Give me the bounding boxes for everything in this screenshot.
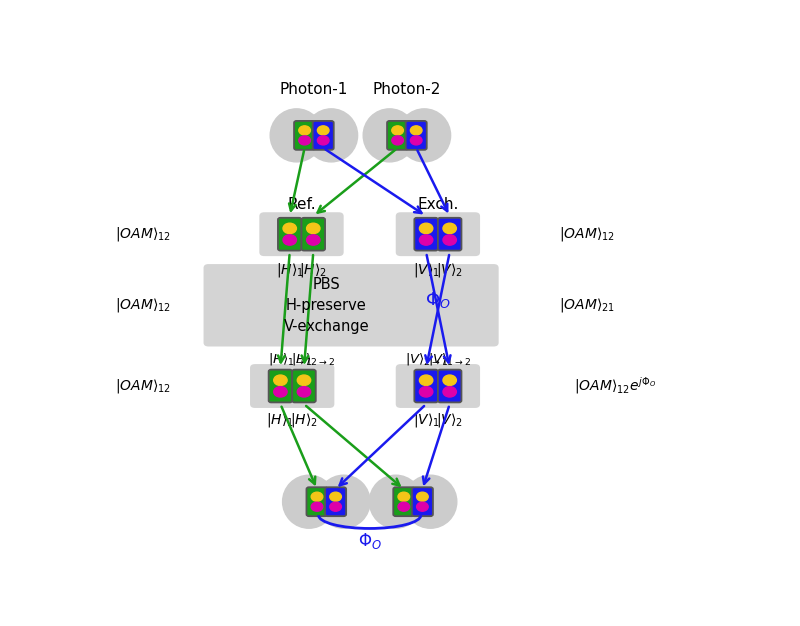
Circle shape (311, 492, 323, 501)
Text: $|V\rangle_1$: $|V\rangle_1$ (413, 411, 440, 429)
Text: $\Phi_O$: $\Phi_O$ (425, 290, 450, 310)
FancyBboxPatch shape (406, 121, 426, 150)
Circle shape (298, 136, 310, 145)
Circle shape (392, 126, 403, 135)
Circle shape (306, 223, 320, 233)
Circle shape (392, 136, 403, 145)
Circle shape (298, 126, 310, 135)
Text: Photon-1: Photon-1 (280, 82, 348, 97)
Text: $\Phi_O$: $\Phi_O$ (358, 531, 382, 551)
Circle shape (419, 235, 433, 245)
FancyBboxPatch shape (292, 369, 316, 403)
Circle shape (398, 492, 410, 501)
Circle shape (419, 375, 433, 386)
Text: $|H\rangle_1$: $|H\rangle_1$ (266, 411, 294, 429)
Text: $|OAM\rangle_{12}$: $|OAM\rangle_{12}$ (115, 296, 171, 314)
FancyBboxPatch shape (396, 364, 480, 408)
FancyBboxPatch shape (394, 487, 414, 516)
Circle shape (410, 136, 422, 145)
Ellipse shape (363, 109, 416, 162)
FancyBboxPatch shape (250, 364, 334, 408)
Text: $|OAM\rangle_{12}$: $|OAM\rangle_{12}$ (558, 225, 614, 243)
Circle shape (306, 235, 320, 245)
Text: $|OAM\rangle_{12}e^{j\Phi_O}$: $|OAM\rangle_{12}e^{j\Phi_O}$ (574, 376, 656, 396)
Text: $|V\rangle_2$: $|V\rangle_2$ (436, 411, 463, 429)
Text: $|OAM\rangle_{12}$: $|OAM\rangle_{12}$ (115, 225, 171, 243)
Text: $|V\rangle_{1\to2}$: $|V\rangle_{1\to2}$ (428, 351, 471, 367)
FancyBboxPatch shape (259, 212, 344, 256)
Text: PBS
H-preserve
V-exchange: PBS H-preserve V-exchange (283, 277, 369, 334)
Ellipse shape (398, 109, 450, 162)
Circle shape (398, 502, 410, 511)
FancyBboxPatch shape (306, 487, 327, 516)
Ellipse shape (305, 109, 358, 162)
Circle shape (419, 387, 433, 397)
Circle shape (410, 126, 422, 135)
FancyBboxPatch shape (414, 369, 438, 403)
Text: $|V\rangle_2$: $|V\rangle_2$ (436, 261, 463, 279)
Circle shape (330, 502, 342, 511)
Text: $|OAM\rangle_{21}$: $|OAM\rangle_{21}$ (558, 296, 614, 314)
FancyBboxPatch shape (438, 218, 462, 250)
FancyBboxPatch shape (313, 121, 334, 150)
FancyBboxPatch shape (414, 218, 438, 250)
Text: $|H\rangle_{2\to2}$: $|H\rangle_{2\to2}$ (291, 351, 335, 367)
Text: $|H\rangle_1$: $|H\rangle_1$ (276, 261, 304, 279)
Circle shape (283, 223, 297, 233)
Ellipse shape (270, 109, 323, 162)
Circle shape (417, 502, 428, 511)
FancyBboxPatch shape (302, 218, 325, 250)
Circle shape (443, 223, 456, 233)
FancyBboxPatch shape (269, 369, 292, 403)
Circle shape (417, 492, 428, 501)
Circle shape (283, 235, 297, 245)
FancyBboxPatch shape (294, 121, 315, 150)
Text: $|V\rangle_1$: $|V\rangle_1$ (413, 261, 440, 279)
FancyBboxPatch shape (203, 264, 498, 347)
Ellipse shape (282, 475, 335, 528)
Text: $|OAM\rangle_{12}$: $|OAM\rangle_{12}$ (115, 377, 171, 395)
Circle shape (330, 492, 342, 501)
Text: $|H\rangle_2$: $|H\rangle_2$ (290, 411, 318, 429)
Circle shape (274, 387, 287, 397)
Text: Ref.: Ref. (287, 197, 316, 212)
Circle shape (298, 375, 310, 386)
FancyBboxPatch shape (387, 121, 408, 150)
Circle shape (419, 223, 433, 233)
Text: $|V\rangle_{2\to1}$: $|V\rangle_{2\to1}$ (405, 351, 448, 367)
Circle shape (443, 235, 456, 245)
FancyBboxPatch shape (438, 369, 462, 403)
Circle shape (298, 387, 310, 397)
Circle shape (311, 502, 323, 511)
Circle shape (318, 126, 329, 135)
Text: $|H\rangle_2$: $|H\rangle_2$ (299, 261, 327, 279)
Text: $|H\rangle_{1\to1}$: $|H\rangle_{1\to1}$ (268, 351, 312, 367)
FancyBboxPatch shape (396, 212, 480, 256)
Ellipse shape (318, 475, 370, 528)
FancyBboxPatch shape (412, 487, 433, 516)
Circle shape (274, 375, 287, 386)
Ellipse shape (404, 475, 457, 528)
Text: Photon-2: Photon-2 (373, 82, 441, 97)
Circle shape (443, 375, 456, 386)
FancyBboxPatch shape (278, 218, 302, 250)
Circle shape (443, 387, 456, 397)
Ellipse shape (370, 475, 422, 528)
Text: Exch.: Exch. (418, 197, 458, 212)
Circle shape (318, 136, 329, 145)
FancyBboxPatch shape (325, 487, 346, 516)
